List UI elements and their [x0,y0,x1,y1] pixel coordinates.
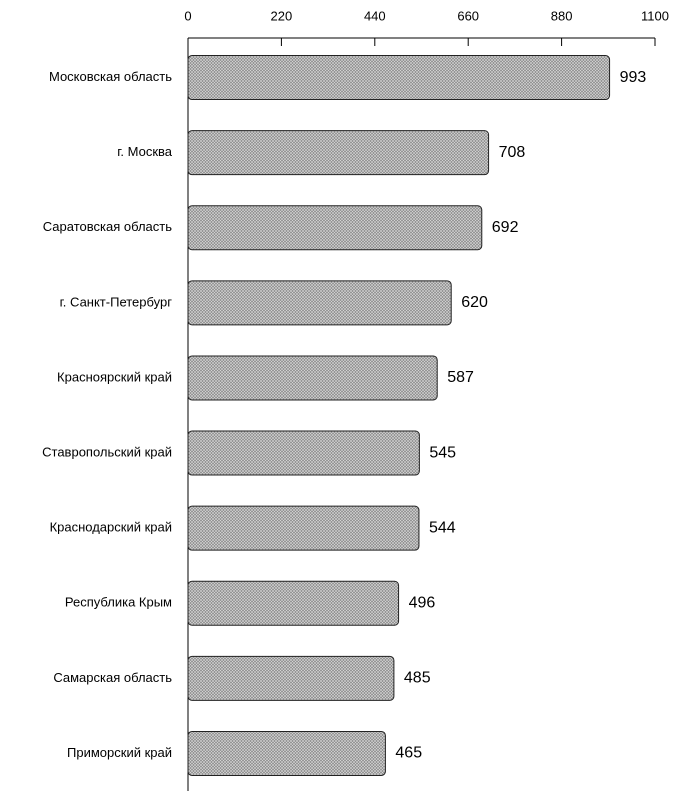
bar [187,55,611,101]
y-tick-label: Самарская область [53,670,172,685]
bar [187,580,400,626]
y-tick-label: г. Москва [117,144,173,159]
y-tick-label: Республика Крым [65,595,172,610]
y-tick-label: Московская область [49,69,172,84]
value-label: 496 [409,594,436,611]
x-tick-label: 1100 [641,8,669,23]
bar [187,280,452,326]
value-label: 708 [499,144,526,161]
value-label: 993 [620,69,647,86]
value-label: 485 [404,670,431,687]
bar [187,355,438,401]
x-tick-label: 220 [271,8,293,23]
bar [187,730,386,776]
x-tick-label: 440 [364,8,386,23]
value-label: 692 [492,219,519,236]
bar [187,205,483,251]
x-tick-label: 660 [457,8,479,23]
y-tick-label: Саратовская область [43,219,172,234]
y-tick-label: Красноярский край [57,369,172,384]
value-label: 545 [429,444,456,461]
bar [187,655,395,701]
y-tick-label: Приморский край [67,745,172,760]
y-tick-label: Ставропольский край [42,444,172,459]
value-label: 465 [395,745,422,762]
bar [187,130,490,176]
bar [187,430,420,476]
y-tick-label: Краснодарский край [50,520,172,535]
value-label: 587 [447,369,474,386]
x-tick-label: 880 [551,8,573,23]
x-tick-label: 0 [184,8,191,23]
y-tick-label: г. Санкт-Петербург [60,294,173,309]
value-label: 620 [461,294,488,311]
bar [187,505,420,551]
value-label: 544 [429,519,456,536]
